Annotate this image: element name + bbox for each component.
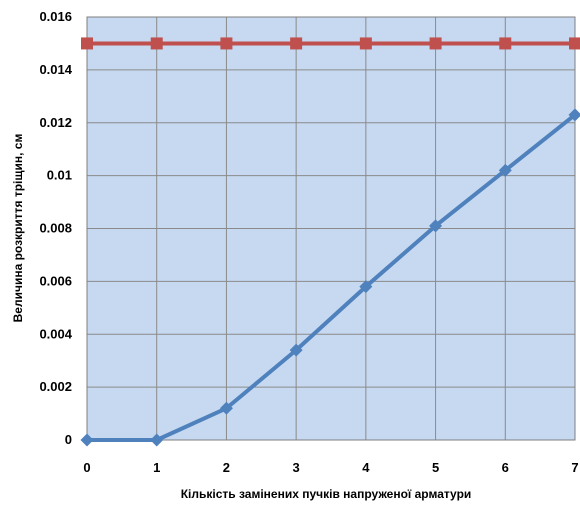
y-axis-title: Величина розкриття тріщин, см	[11, 134, 25, 323]
x-tick-label: 2	[223, 460, 230, 475]
x-tick-label: 0	[83, 460, 90, 475]
y-tick-label: 0.01	[47, 168, 72, 183]
y-tick-label: 0.004	[39, 326, 72, 341]
x-tick-label: 5	[432, 460, 439, 475]
x-tick-label: 3	[293, 460, 300, 475]
x-axis-title: Кількість замінених пучків напруженої ар…	[181, 487, 472, 501]
y-tick-label: 0.012	[39, 115, 72, 130]
y-tick-label: 0.014	[39, 62, 72, 77]
y-tick-label: 0.002	[39, 379, 72, 394]
x-tick-label: 1	[153, 460, 160, 475]
series-1-point	[360, 37, 372, 49]
y-tick-label: 0.016	[39, 9, 72, 24]
series-1-point	[569, 37, 580, 49]
x-tick-label: 6	[502, 460, 509, 475]
series-1-point	[290, 37, 302, 49]
x-tick-label: 7	[571, 460, 578, 475]
x-tick-label: 4	[362, 460, 370, 475]
series-1-point	[499, 37, 511, 49]
series-1-point	[220, 37, 232, 49]
y-tick-label: 0.006	[39, 273, 72, 288]
series-1-point	[151, 37, 163, 49]
series-1-point	[81, 37, 93, 49]
series-1-point	[430, 37, 442, 49]
y-tick-label: 0	[65, 432, 72, 447]
y-tick-label: 0.008	[39, 221, 72, 236]
